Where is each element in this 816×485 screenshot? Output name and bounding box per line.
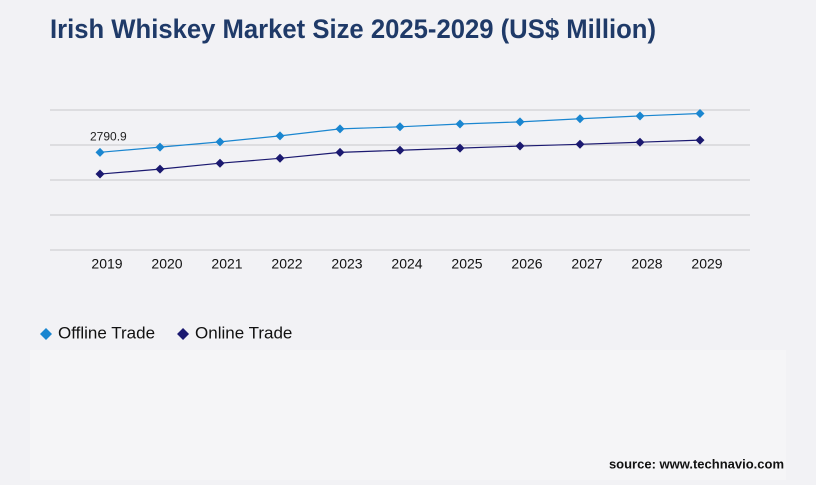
point [215,137,225,147]
point [95,169,105,179]
point [395,145,405,155]
x-tick-label: 2020 [151,256,182,272]
point [335,147,345,157]
point [575,114,585,124]
point [695,109,705,118]
point [215,158,225,168]
point [575,139,585,149]
x-tick-label: 2028 [631,256,662,272]
source: source: www.technavio.com [609,456,784,471]
point [515,141,525,151]
point [455,119,465,129]
chart-title: Irish Whiskey Market Size 2025-2029 (US$… [50,14,656,44]
point [155,164,165,174]
point [275,131,285,141]
point [635,137,645,147]
point [515,117,525,127]
x-tick-label: 2023 [331,256,362,272]
point [455,143,465,153]
panel [30,350,786,480]
legend-label: Offline Trade [58,323,155,342]
legend-marker [177,328,190,340]
x-tick-label: 2029 [691,256,722,272]
point [395,122,405,132]
point [95,147,105,157]
x-tick-label: 2027 [571,256,602,272]
point [635,111,645,121]
x-tick-label: 2021 [211,256,242,272]
point [155,142,165,152]
x-tick-label: 2026 [511,256,542,272]
x-tick-label: 2024 [391,256,422,272]
legend-label: Online Trade [195,323,292,342]
point [275,153,285,163]
x-tick-label: 2025 [451,256,482,272]
point [335,124,345,134]
data-label: 2790.9 [90,129,127,143]
legend-marker [40,328,52,340]
point [695,135,705,145]
x-tick-label: 2022 [271,256,302,272]
x-tick-label: 2019 [91,256,122,272]
